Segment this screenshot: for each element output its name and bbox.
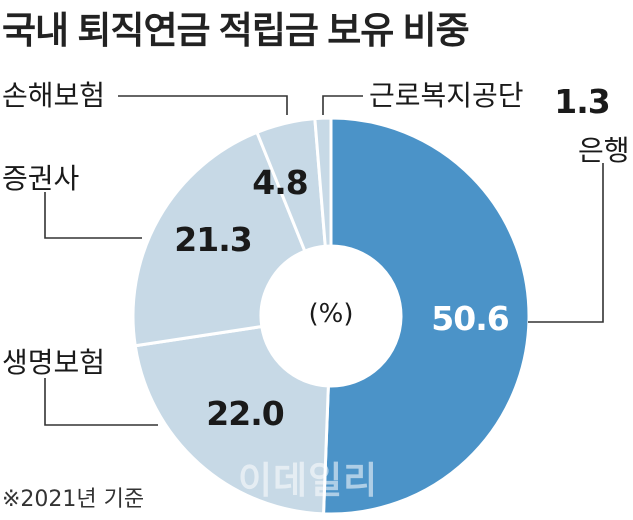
- leader-line-welfare-agency: [322, 95, 363, 115]
- leader-line-nonlife-insurance: [118, 95, 288, 115]
- leader-line-life-insurance: [44, 378, 158, 426]
- slice-label-nonlife-insurance: 손해보험: [2, 79, 105, 112]
- slice-life-insurance: [133, 324, 330, 516]
- slice-label-bank: 은행: [578, 134, 630, 167]
- slice-value-life-insurance: 22.0: [206, 394, 283, 433]
- chart-title: 국내 퇴직연금 적립금 보유 비중: [2, 10, 470, 51]
- slice-value-welfare-agency: 1.3: [554, 82, 609, 121]
- slice-securities: [131, 130, 307, 348]
- watermark-logo: 이데일리: [238, 459, 379, 502]
- slice-label-securities: 증권사: [2, 162, 79, 195]
- slice-bank: [321, 116, 531, 516]
- slice-label-life-insurance: 생명보험: [2, 346, 105, 379]
- slice-value-nonlife-insurance: 4.8: [252, 163, 307, 202]
- slice-welfare-agency: [313, 116, 333, 248]
- slice-value-bank: 50.6: [431, 299, 508, 338]
- footnote: ※2021년 기준: [2, 487, 145, 512]
- leader-line-bank: [528, 163, 604, 323]
- leader-line-securities: [44, 192, 142, 239]
- slice-value-securities: 21.3: [174, 220, 251, 259]
- center-unit-label: (%): [309, 299, 354, 329]
- slice-label-welfare-agency: 근로복지공단: [369, 79, 524, 112]
